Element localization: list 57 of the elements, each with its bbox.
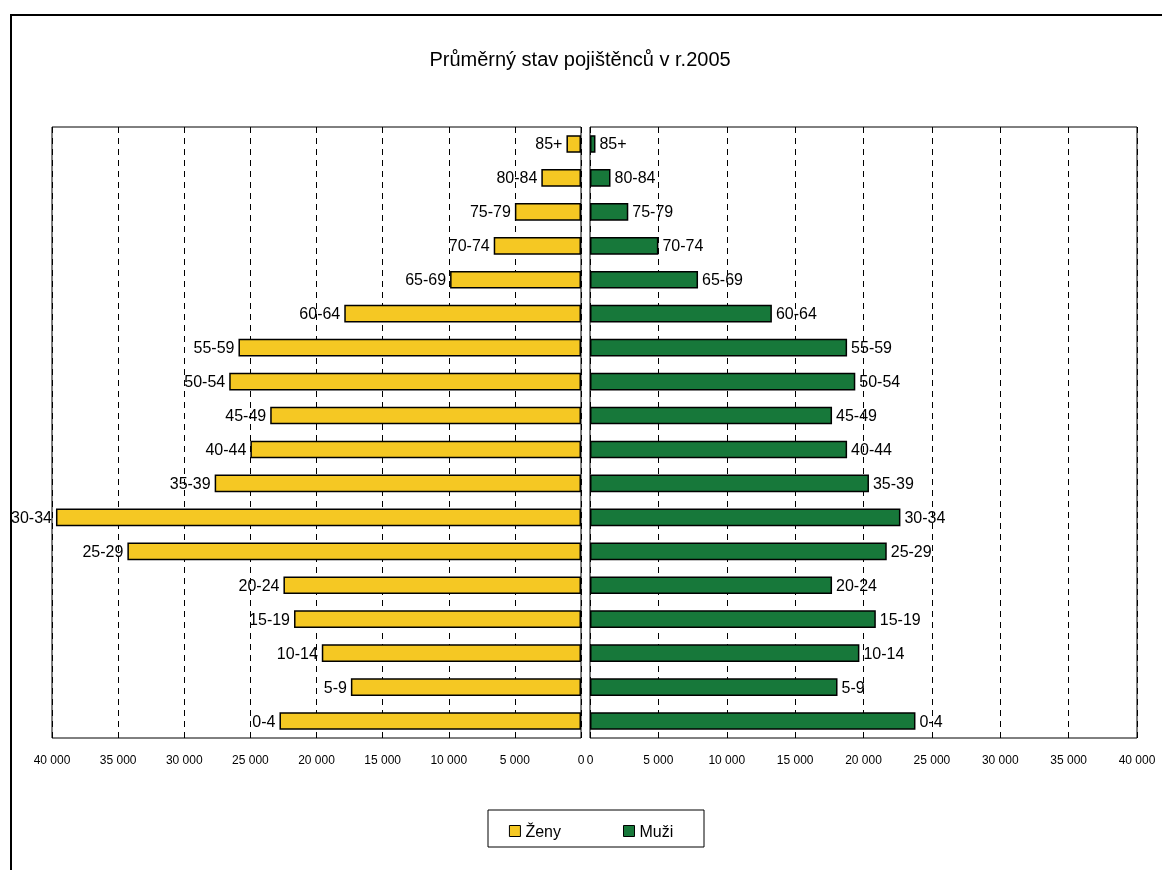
y-tick-label: 35-39 xyxy=(872,474,914,492)
x-tick-label: 25 000 xyxy=(232,753,270,767)
y-tick-label: 0-4 xyxy=(919,712,943,730)
y-tick-label: 75-79 xyxy=(632,203,674,221)
y-tick-label: 30-34 xyxy=(11,508,53,526)
y-tick-label: 35-39 xyxy=(169,474,211,492)
y-tick-label: 45-49 xyxy=(836,407,878,425)
y-tick-label: 10-14 xyxy=(863,644,905,662)
x-tick-label: 15 000 xyxy=(776,753,814,767)
y-tick-label: 10-14 xyxy=(276,644,318,662)
legend-label: Muži xyxy=(639,822,674,840)
y-tick-label: 5-9 xyxy=(323,678,347,696)
y-tick-label: 85+ xyxy=(535,135,563,153)
chart-title: Průměrný stav pojištěnců v r.2005 xyxy=(429,48,731,70)
y-tick-label: 85+ xyxy=(599,135,627,153)
y-tick-label: 75-79 xyxy=(469,203,511,221)
y-tick-label: 80-84 xyxy=(496,169,538,187)
x-tick-label: 35 000 xyxy=(99,753,137,767)
y-tick-label: 20-24 xyxy=(238,576,280,594)
x-tick-label: 5 000 xyxy=(643,753,674,767)
y-tick-label: 5-9 xyxy=(841,678,865,696)
x-tick-label: 40 000 xyxy=(33,753,71,767)
legend-label: Ženy xyxy=(525,821,562,840)
x-tick-label: 10 000 xyxy=(708,753,746,767)
x-tick-label: 15 000 xyxy=(364,753,402,767)
y-tick-label: 50-54 xyxy=(859,373,901,391)
y-tick-label: 15-19 xyxy=(879,610,921,628)
x-tick-label: 0 xyxy=(586,753,594,767)
y-tick-label: 60-64 xyxy=(299,305,341,323)
y-tick-label: 70-74 xyxy=(448,237,490,255)
x-tick-label: 10 000 xyxy=(430,753,468,767)
y-tick-label: 65-69 xyxy=(405,271,447,289)
y-tick-label: 65-69 xyxy=(702,271,744,289)
y-tick-label: 60-64 xyxy=(775,305,817,323)
y-tick-label: 55-59 xyxy=(193,339,235,357)
y-tick-label: 40-44 xyxy=(851,440,893,458)
y-tick-label: 20-24 xyxy=(836,576,878,594)
y-tick-label: 25-29 xyxy=(890,542,932,560)
x-tick-label: 5 000 xyxy=(499,753,531,767)
y-tick-label: 70-74 xyxy=(662,237,704,255)
x-tick-label: 30 000 xyxy=(981,753,1019,767)
y-tick-label: 0-4 xyxy=(252,712,276,730)
y-tick-label: 25-29 xyxy=(82,542,124,560)
y-tick-label: 55-59 xyxy=(851,339,893,357)
x-tick-label: 0 xyxy=(577,753,585,767)
y-tick-label: 50-54 xyxy=(184,373,226,391)
y-tick-label: 15-19 xyxy=(249,610,291,628)
y-tick-label: 30-34 xyxy=(904,508,946,526)
y-tick-label: 40-44 xyxy=(205,440,247,458)
x-tick-label: 20 000 xyxy=(298,753,336,767)
y-tick-label: 80-84 xyxy=(614,169,656,187)
y-tick-label: 45-49 xyxy=(225,407,267,425)
x-tick-label: 25 000 xyxy=(913,753,951,767)
x-tick-label: 30 000 xyxy=(165,753,203,767)
x-tick-label: 40 000 xyxy=(1118,753,1156,767)
x-tick-label: 20 000 xyxy=(845,753,883,767)
x-tick-label: 35 000 xyxy=(1050,753,1088,767)
